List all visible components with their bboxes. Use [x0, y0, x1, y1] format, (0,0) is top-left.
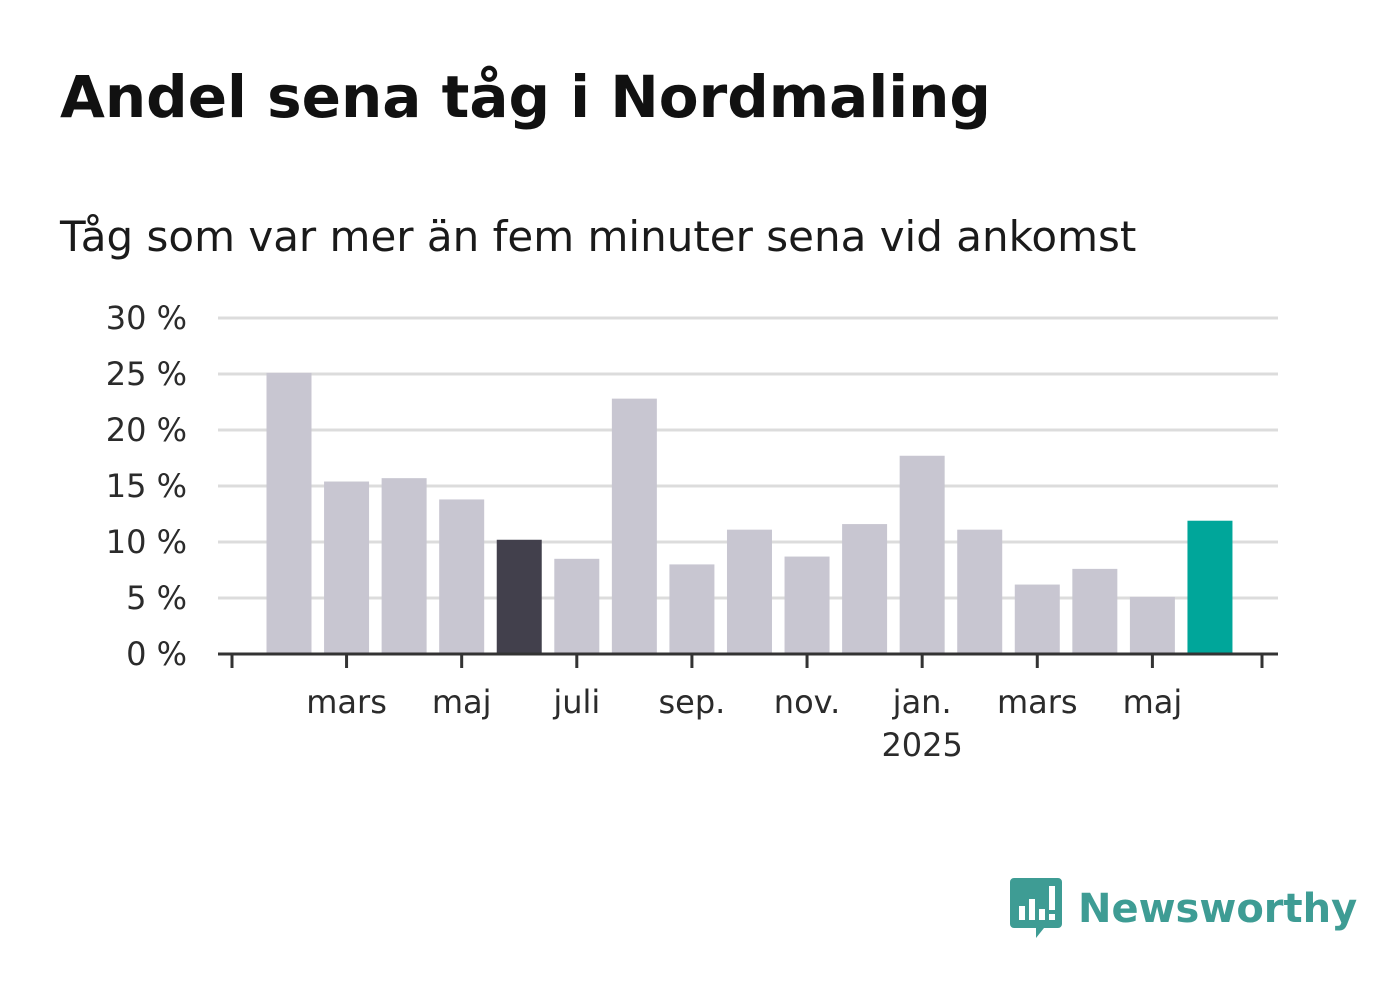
y-tick-label: 5 %	[126, 579, 187, 617]
y-tick-label: 30 %	[106, 299, 187, 337]
bar-2024-02	[266, 372, 312, 654]
bar-2025-06	[1187, 520, 1233, 654]
y-tick-label: 20 %	[106, 411, 187, 449]
bars	[266, 372, 1233, 654]
bar-2024-08	[611, 398, 657, 654]
bar-2024-09	[669, 564, 715, 654]
bar-2024-05	[439, 499, 485, 654]
y-tick-label: 15 %	[106, 467, 187, 505]
x-axis	[218, 652, 1278, 668]
x-axis-labels: mars maj juli sep. nov. jan. 2025 mars maj	[306, 683, 1182, 764]
x-tick-label: sep.	[658, 683, 725, 721]
x-tick-label: mars	[306, 683, 387, 721]
bar-2025-02	[957, 529, 1003, 654]
bar-2025-03	[1014, 584, 1060, 654]
newsworthy-wordmark: Newsworthy	[1078, 886, 1358, 932]
bar-2025-04	[1072, 568, 1118, 654]
bar-2025-01	[899, 455, 945, 654]
x-tick-label: nov.	[774, 683, 840, 721]
bar-2024-04	[381, 478, 427, 654]
chart-subtitle: Tåg som var mer än fem minuter sena vid …	[60, 212, 1137, 261]
y-tick-label: 0 %	[126, 635, 187, 673]
bar-2025-05	[1129, 596, 1175, 654]
newsworthy-logo: Newsworthy	[1010, 878, 1357, 940]
x-tick-year-label: 2025	[881, 726, 962, 764]
x-tick-label: maj	[432, 683, 492, 721]
newsworthy-chart-bubble-icon	[1010, 878, 1062, 938]
y-axis-labels: 0 % 5 % 10 % 15 % 20 % 25 % 30 %	[106, 299, 187, 673]
y-tick-label: 10 %	[106, 523, 187, 561]
bar-2024-06	[496, 539, 542, 654]
x-tick-label: jan.	[892, 683, 952, 721]
bar-2024-07	[554, 558, 600, 654]
x-tick-label: juli	[552, 683, 600, 721]
bar-2024-03	[324, 481, 370, 654]
x-tick-label: mars	[997, 683, 1078, 721]
y-tick-label: 25 %	[106, 355, 187, 393]
chart-title: Andel sena tåg i Nordmaling	[60, 63, 991, 131]
x-tick-label: maj	[1123, 683, 1183, 721]
bar-2024-12	[842, 524, 888, 654]
bar-2024-11	[784, 556, 830, 654]
bar-2024-10	[726, 529, 772, 654]
